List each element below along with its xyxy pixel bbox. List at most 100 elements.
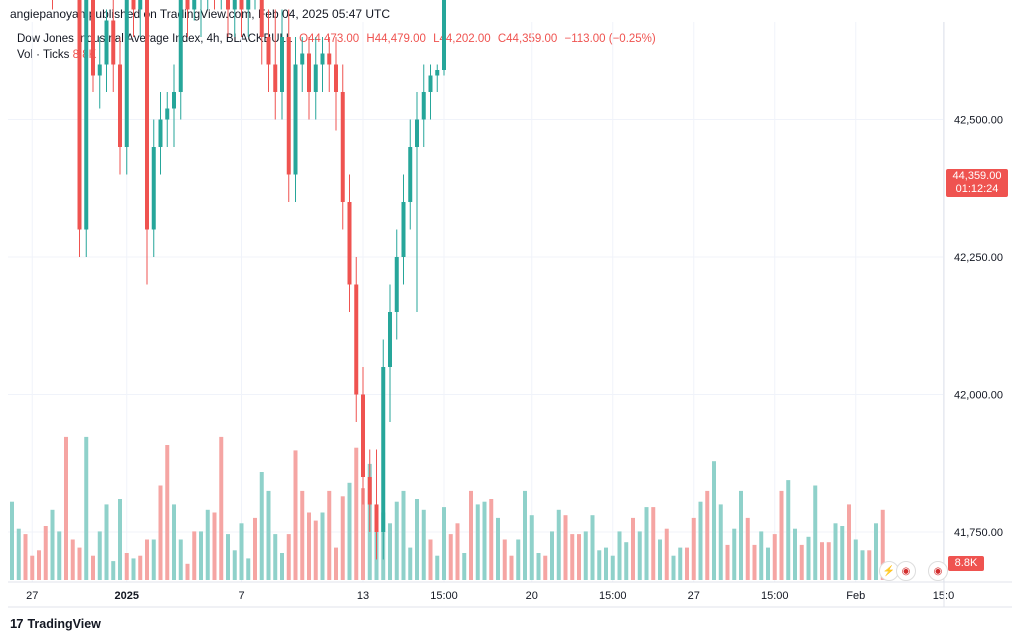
volume-bar [185,563,190,580]
candle-body [394,257,399,312]
x-tick-label: Feb [846,590,865,602]
candle-body [273,64,278,92]
volume-bar [212,512,217,580]
volume-bar [590,515,595,580]
volume-bar [43,526,48,580]
volume-bar [840,526,845,580]
x-tick-label: 27 [26,590,38,602]
volume-bar [847,504,851,580]
volume-bar [104,504,109,580]
volume-bar [597,550,602,580]
volume-bar [232,550,237,580]
high-value: H44,479.00 [366,33,426,45]
volume-bar [833,523,838,580]
volume-bar [739,490,743,580]
volume-bar [698,501,703,580]
close-value: C44,359.00 [497,33,558,45]
volume-bar [313,520,318,580]
volume-bar [860,550,865,580]
candle-body [165,108,170,120]
volume-bar [624,542,629,580]
volume-bar [205,509,210,580]
candle-body [232,0,237,10]
volume-bar [151,539,156,580]
volume-bar [394,501,399,580]
last-price: 44,359.00 [952,170,1002,182]
y-tick-label: 42,250.00 [954,252,1003,264]
volume-bar [529,515,534,580]
candle-body [124,0,129,147]
candle-body [266,37,271,65]
candle-body [415,119,419,147]
volume-bar [482,501,487,580]
volume-bar [442,507,446,580]
candle-body [97,64,102,76]
lightning-icon[interactable]: ⚡ [879,561,899,581]
x-tick-label: 7 [238,590,244,602]
volume-bar [489,499,494,580]
candle-body [84,0,89,230]
volume-bar [678,547,683,580]
candle-body [293,64,298,175]
candle-body [361,394,365,477]
candle-body [354,284,359,395]
candle-body [367,477,372,505]
y-tick-label: 42,500.00 [954,115,1003,127]
volume-bar [570,534,575,580]
volume-bar [340,496,345,580]
volume-label[interactable]: Vol · Ticks [17,49,70,61]
candle-body [138,0,143,10]
volume-bar [813,485,818,580]
bar-countdown: 01:12:24 [955,183,999,195]
volume-bar [475,504,480,580]
candle-body [111,20,116,65]
x-tick-label: 15:00 [430,590,458,602]
volume-bar [766,547,770,580]
volume-bar [361,488,365,580]
volume-bar [388,523,392,580]
volume-bar [725,544,730,580]
candle-body [435,70,440,76]
y-tick-label: 42,000.00 [954,390,1003,402]
volume-bar [617,531,622,580]
volume-bar [415,499,419,580]
volume-bar [408,547,413,580]
volume-bar [462,553,467,580]
volume-bar [874,523,878,580]
candle-body [286,37,291,175]
volume-bar [273,534,278,580]
volume-bar [509,555,514,580]
volume-bar [266,490,271,580]
volume-bar [280,553,284,580]
volume-bar [401,490,406,580]
volume-bar [16,528,21,580]
volume-bar [70,539,75,580]
volume-bar [145,539,149,580]
volume-bar [671,555,676,580]
candle-body [239,0,244,10]
candle-body [340,92,345,202]
volume-bar [563,515,568,580]
candle-body [307,53,311,92]
candle-body [408,147,413,202]
volume-bar [50,509,55,580]
volume-bar [253,517,257,580]
volume-bar [354,447,359,580]
volume-bar [691,517,696,580]
candle-body [226,0,230,10]
volume-bar [30,555,35,580]
volume-bar [496,517,500,580]
volume-bar [516,539,521,580]
candle-body [421,92,426,120]
volume-bar [759,531,764,580]
us-flag-icon-2[interactable]: ◉ [928,561,948,581]
volume-bar [786,480,791,580]
volume-bar [57,531,62,580]
volume-bar [448,534,453,580]
volume-bar [536,553,541,580]
us-flag-icon[interactable]: ◉ [896,561,916,581]
candle-body [259,0,264,37]
volume-bar [239,523,244,580]
volume-bar [178,539,183,580]
